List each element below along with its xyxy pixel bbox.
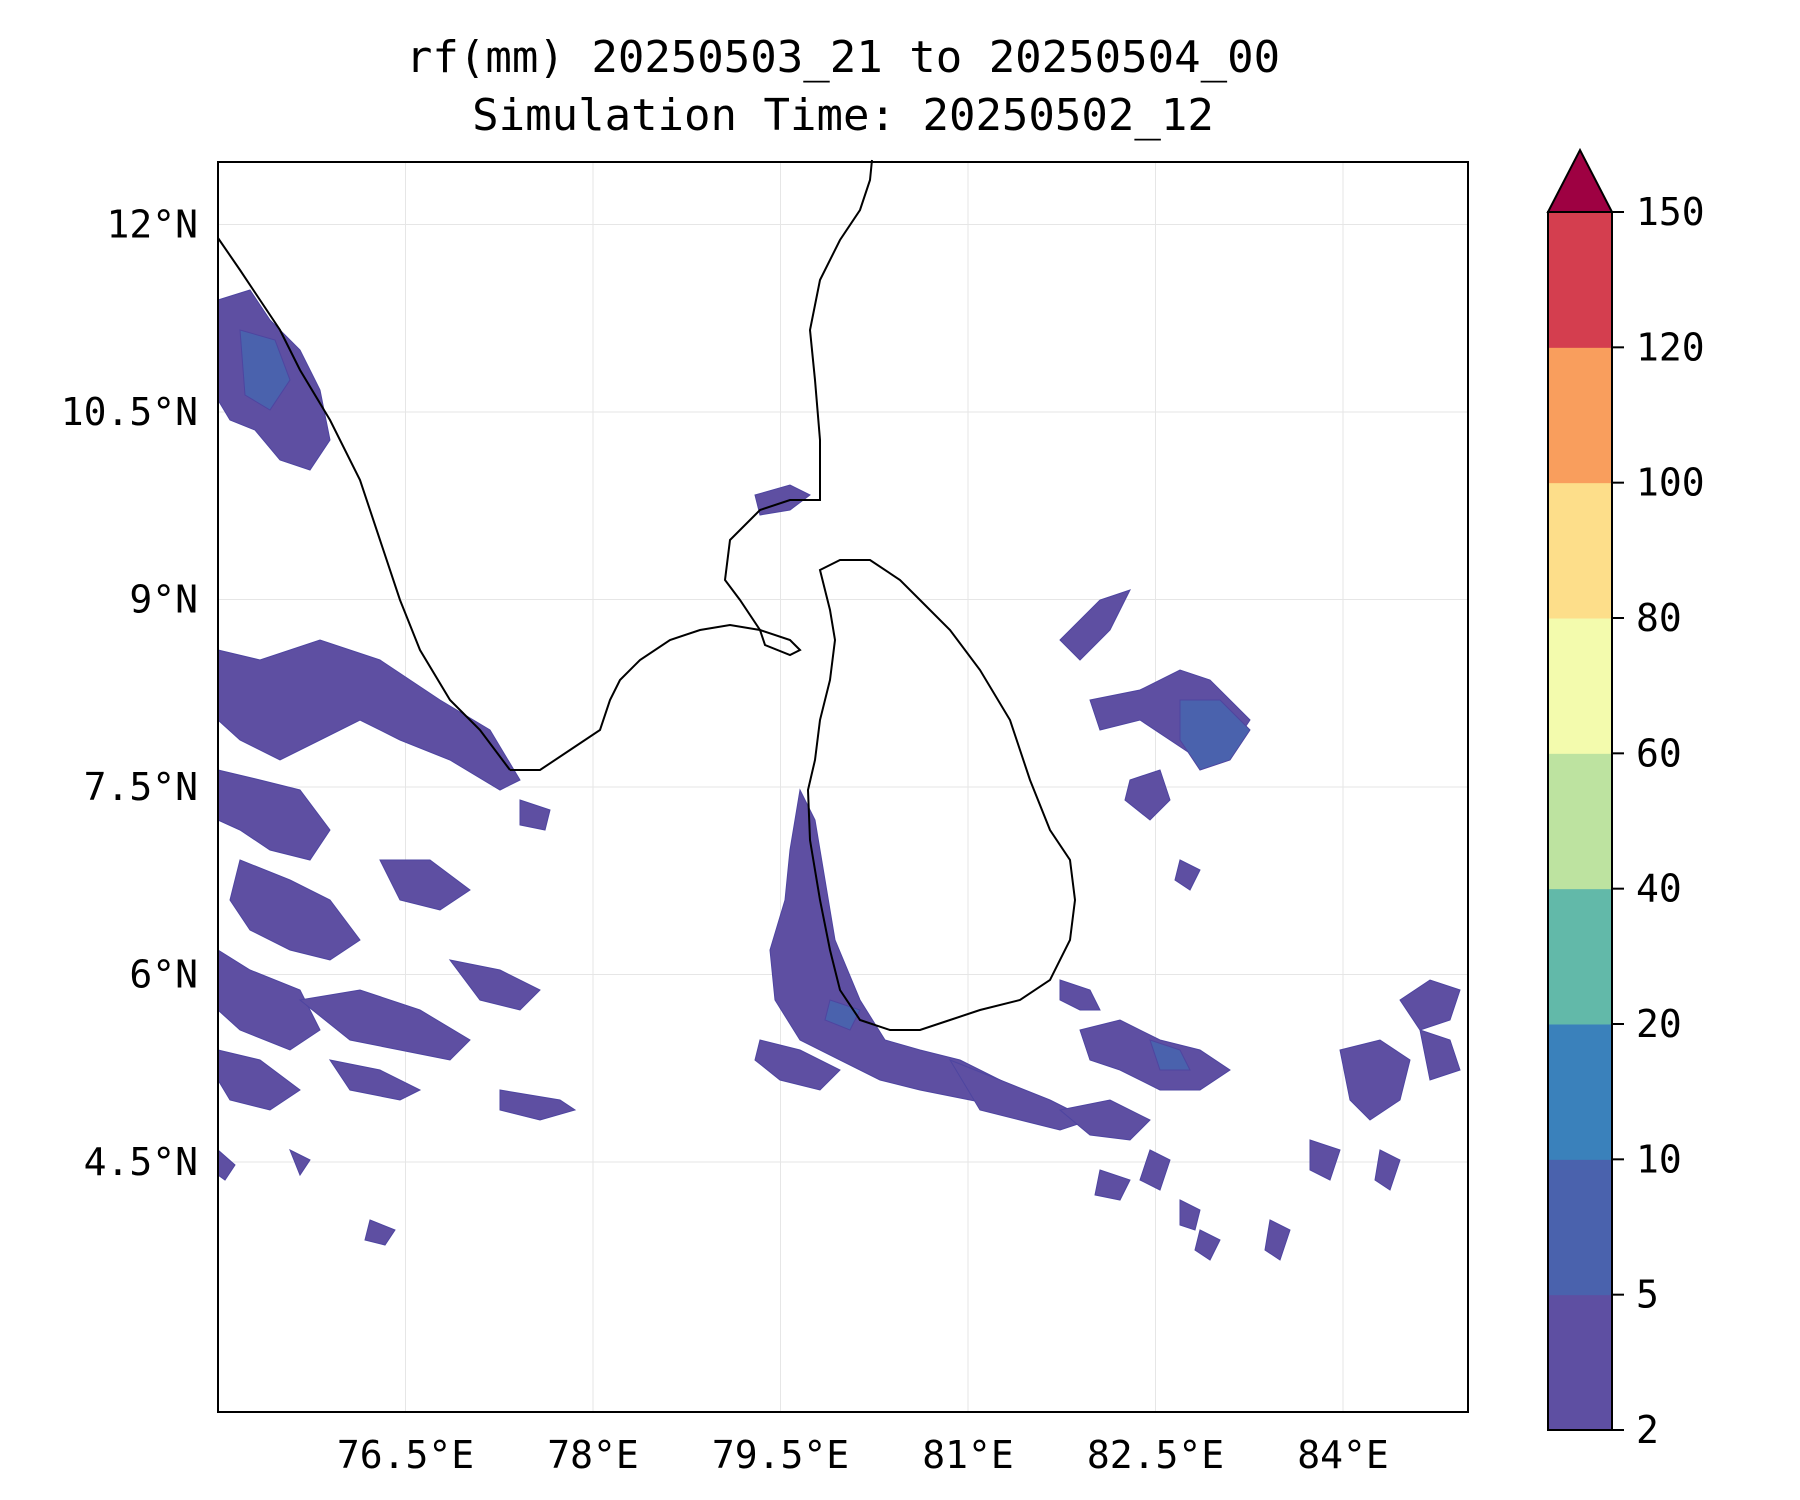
rain-patch [298,989,471,1061]
rain-patch [379,859,471,911]
rain-patch [1194,1229,1221,1261]
map-frame [217,161,1469,1413]
lat-tick-label: 7.5°N [84,765,198,809]
colorbar-segment [1548,1024,1612,1160]
colorbar-tick-label: 40 [1636,867,1682,911]
lon-tick-label: 82.5°E [1087,1433,1224,1477]
colorbar-tick-label: 100 [1636,461,1705,505]
rain-patch [217,949,321,1051]
rain-patch [1124,769,1171,821]
rain-patch [328,1059,422,1101]
india-south-east-coast [510,159,873,771]
rain-patch [499,1089,577,1121]
rain-patch [754,1039,841,1091]
colorbar-segment [1548,1159,1612,1296]
lat-tick-label: 9°N [129,578,198,622]
colorbar-segment [1548,482,1612,619]
rain-patch [217,639,521,791]
rain-patch [1139,1149,1171,1191]
rain-patch [1094,1169,1131,1201]
rain-patch [1174,859,1201,891]
rain-patch [239,329,291,411]
lat-tick-label: 10.5°N [61,390,198,434]
colorbar-segment [1548,347,1612,484]
colorbar-segment [1548,1294,1612,1431]
gridlines [218,162,1468,1412]
rain-patch [217,1148,236,1181]
colorbar-segment [1548,888,1612,1025]
rain-patch [519,799,551,831]
rain-patch [364,1219,396,1246]
colorbar-segment [1548,212,1612,348]
chart-title: rf(mm) 20250503_21 to 20250504_00 [405,32,1281,83]
rain-patch [948,1058,1092,1131]
lon-tick-label: 84°E [1297,1433,1389,1477]
lat-tick-labels: 12°N 10.5°N 9°N 7.5°N 6°N 4.5°N [61,203,198,1185]
sri-lanka-coast [806,559,1077,1031]
colorbar-tick-label: 80 [1636,596,1682,640]
rainfall-patches [217,289,1461,1261]
mannar-island [758,628,802,657]
colorbar-extend-arrow [1546,147,1614,213]
colorbar-tick-label: 60 [1636,731,1682,775]
india-west-coast [217,237,511,771]
lon-tick-label: 79.5°E [712,1433,849,1477]
colorbar: 2 5 10 20 40 60 80 100 120 150 [1546,147,1705,1452]
lat-tick-label: 12°N [106,203,198,247]
rain-patch [1399,979,1461,1031]
coastline [217,159,1077,1031]
rain-patch [1309,1139,1341,1181]
colorbar-tick-label: 120 [1636,325,1705,369]
rain-patch [1264,1219,1291,1261]
rain-patch [1339,1039,1411,1121]
colorbar-tick-label: 150 [1636,190,1705,234]
rain-patch [1419,1029,1461,1081]
rain-patch [229,859,361,961]
rain-patch [1058,1099,1151,1141]
rain-patch [448,959,541,1011]
lat-tick-label: 4.5°N [84,1140,198,1184]
colorbar-segment [1548,753,1612,890]
rain-patch [1179,699,1251,771]
rain-patch [1374,1149,1401,1191]
lon-tick-label: 78°E [547,1433,639,1477]
lon-tick-label: 76.5°E [337,1433,474,1477]
colorbar-frame [1547,211,1613,1431]
rain-patch [1059,589,1131,661]
rain-patch [289,1148,311,1177]
rain-patch [217,769,331,861]
colorbar-tick-label: 20 [1636,1002,1682,1046]
colorbar-tick-label: 5 [1636,1273,1659,1317]
colorbar-tick-label: 10 [1636,1137,1682,1181]
chart-subtitle: Simulation Time: 20250502_12 [472,90,1214,141]
lon-tick-labels: 76.5°E 78°E 79.5°E 81°E 82.5°E 84°E [337,1433,1389,1477]
rain-patch [1059,979,1101,1011]
lat-tick-label: 6°N [129,953,198,997]
colorbar-tick-label: 2 [1636,1408,1659,1452]
rain-patch [217,1049,301,1111]
colorbar-segment [1548,618,1612,754]
lon-tick-label: 81°E [922,1433,1014,1477]
rain-patch [1179,1199,1201,1231]
rain-patch [1149,1039,1191,1071]
